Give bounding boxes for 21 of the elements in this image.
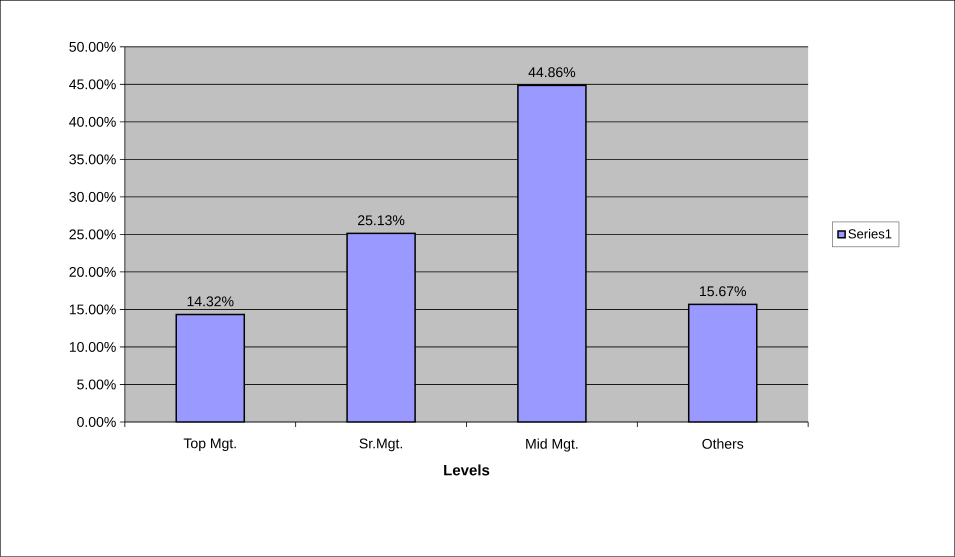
y-tick-label: 10.00%: [70, 342, 116, 352]
x-tick-label: Top Mgt.: [184, 438, 236, 452]
y-tick-label: 45.00%: [69, 79, 116, 90]
y-tick-label: 15.00%: [70, 304, 116, 314]
legend-label: Series1: [848, 229, 892, 239]
y-tick-label: 40.00%: [69, 116, 116, 127]
text: 25.13%: [358, 215, 404, 226]
x-tick-label: Mid Mgt.: [526, 438, 578, 452]
y-tick-label: 0.00%: [77, 417, 116, 428]
y-tick-label: 20.00%: [70, 267, 116, 277]
x-tick-label: Sr.Mgt.: [360, 438, 402, 452]
y-tick-label: 50.00%: [69, 42, 116, 52]
text: 14.32%: [188, 296, 234, 306]
y-tick-label: 25.00%: [70, 230, 116, 240]
y-tick-label: 5.00%: [77, 380, 116, 390]
x-axis-title: Levels: [444, 464, 490, 476]
y-tick-label: 30.00%: [69, 192, 116, 202]
y-tick-label: 35.00%: [69, 154, 116, 164]
x-tick-label: Others: [702, 438, 744, 449]
text: 44.86%: [528, 67, 576, 78]
text: 15.67%: [700, 286, 746, 296]
